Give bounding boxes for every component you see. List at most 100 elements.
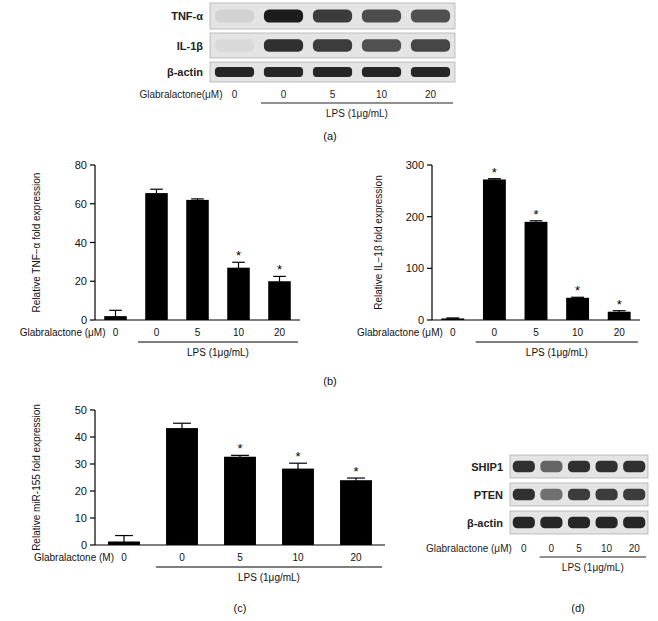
blot-band (264, 67, 303, 77)
error-cap (173, 423, 191, 424)
dose-label: 0 (521, 543, 527, 554)
bar (145, 193, 168, 320)
error-cap (273, 285, 286, 286)
y-tick (90, 203, 95, 204)
x-tick-label: 20 (614, 327, 626, 338)
x-tick-label: 0 (154, 327, 160, 338)
group-label: LPS (1μg/mL) (326, 108, 388, 119)
group-line (261, 103, 453, 104)
error-cap (231, 457, 249, 458)
y-tick (90, 436, 95, 437)
significance-mark: * (353, 464, 358, 479)
y-tick (90, 281, 95, 282)
x-tick-label: 10 (292, 552, 304, 563)
blot-band (362, 39, 401, 52)
x-tick-label: 10 (572, 327, 584, 338)
dose-label: 10 (376, 89, 388, 100)
blot-band (623, 517, 645, 529)
error-cap (115, 535, 133, 536)
error-bar (273, 276, 286, 286)
blot-strip (210, 62, 455, 82)
x-tick-label: 5 (237, 552, 243, 563)
bar (224, 457, 256, 545)
bar (268, 281, 291, 320)
y-tick-label: 100 (406, 262, 424, 274)
y-tick-label: 0 (81, 314, 87, 326)
error-stem (123, 536, 124, 545)
figure: TNF-αIL-1ββ-actin0051020Glabralactone(μM… (0, 0, 658, 621)
blot-strip (510, 511, 648, 534)
y-label: Relative IL−1β fold expression (373, 175, 384, 309)
y-tick (427, 216, 432, 217)
y-label: Relative miR-155 fold expression (31, 404, 42, 551)
y-tick (427, 319, 432, 320)
bar-chart: 01020304050Relative miR-155 fold express… (31, 404, 385, 583)
blot-band (313, 67, 352, 77)
blot-band (215, 39, 254, 52)
group-label: LPS (1μg/mL) (526, 347, 588, 358)
dose-label: 0 (549, 543, 555, 554)
error-bar (173, 423, 191, 433)
error-cap (191, 198, 204, 199)
y-tick-label: 50 (75, 404, 87, 416)
error-bar (109, 310, 122, 320)
blot-band (596, 461, 618, 473)
blot-row-label: SHIP1 (471, 461, 503, 473)
bar (186, 200, 209, 320)
panel-label: (c) (234, 602, 247, 614)
blot-band (540, 489, 562, 501)
blot-band (623, 461, 645, 473)
bar (566, 298, 589, 320)
dose-label: 10 (601, 543, 613, 554)
error-bar (289, 463, 307, 474)
plot-area (108, 423, 372, 545)
error-cap (613, 312, 626, 313)
x-tick-label: 20 (274, 327, 286, 338)
bar (441, 318, 464, 320)
blot-band (362, 67, 401, 77)
blot-strip (210, 3, 455, 29)
group-line (156, 567, 382, 568)
error-stem (238, 262, 239, 273)
error-cap (446, 318, 459, 319)
significance-mark: * (295, 449, 300, 464)
x-tick-label: 20 (350, 552, 362, 563)
bar (483, 179, 506, 320)
x-tick-label: 0 (179, 552, 185, 563)
panel-label: (b) (323, 375, 336, 387)
dose-label: 5 (330, 89, 336, 100)
blot-band (623, 489, 645, 501)
blot-band (215, 67, 254, 77)
group-line (540, 557, 646, 558)
y-tick-label: 10 (75, 512, 87, 524)
x-tick-label: 0 (450, 327, 456, 338)
blot-row-label: TNF-α (171, 10, 203, 22)
y-tick-label: 30 (75, 458, 87, 470)
y-axis (94, 410, 95, 545)
x-label: Glabralactone (μM) (426, 543, 512, 554)
error-cap (347, 482, 365, 483)
group-label: LPS (1μg/mL) (187, 347, 249, 358)
x-label: Glabralactone (M) (34, 552, 114, 563)
dose-label: 5 (576, 543, 582, 554)
significance-mark: * (277, 262, 282, 277)
bar (282, 469, 314, 545)
dose-label: 0 (281, 89, 287, 100)
blot-band (215, 10, 254, 23)
blot-band (313, 39, 352, 52)
panel-label: (a) (323, 130, 336, 142)
blot-band (264, 39, 303, 52)
blot-band (313, 10, 352, 23)
blot-strip (510, 483, 648, 506)
blot-band (264, 10, 303, 23)
blot-band (362, 10, 401, 23)
plot-area (441, 179, 630, 320)
blot-band (540, 517, 562, 529)
dose-label: 20 (425, 89, 437, 100)
x-tick-label: 0 (492, 327, 498, 338)
y-axis (431, 165, 432, 320)
significance-mark: * (617, 297, 622, 312)
error-stem (156, 189, 157, 197)
error-cap (530, 222, 543, 223)
y-tick (427, 164, 432, 165)
